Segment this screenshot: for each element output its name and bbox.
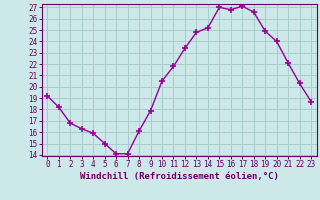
X-axis label: Windchill (Refroidissement éolien,°C): Windchill (Refroidissement éolien,°C) (80, 172, 279, 181)
